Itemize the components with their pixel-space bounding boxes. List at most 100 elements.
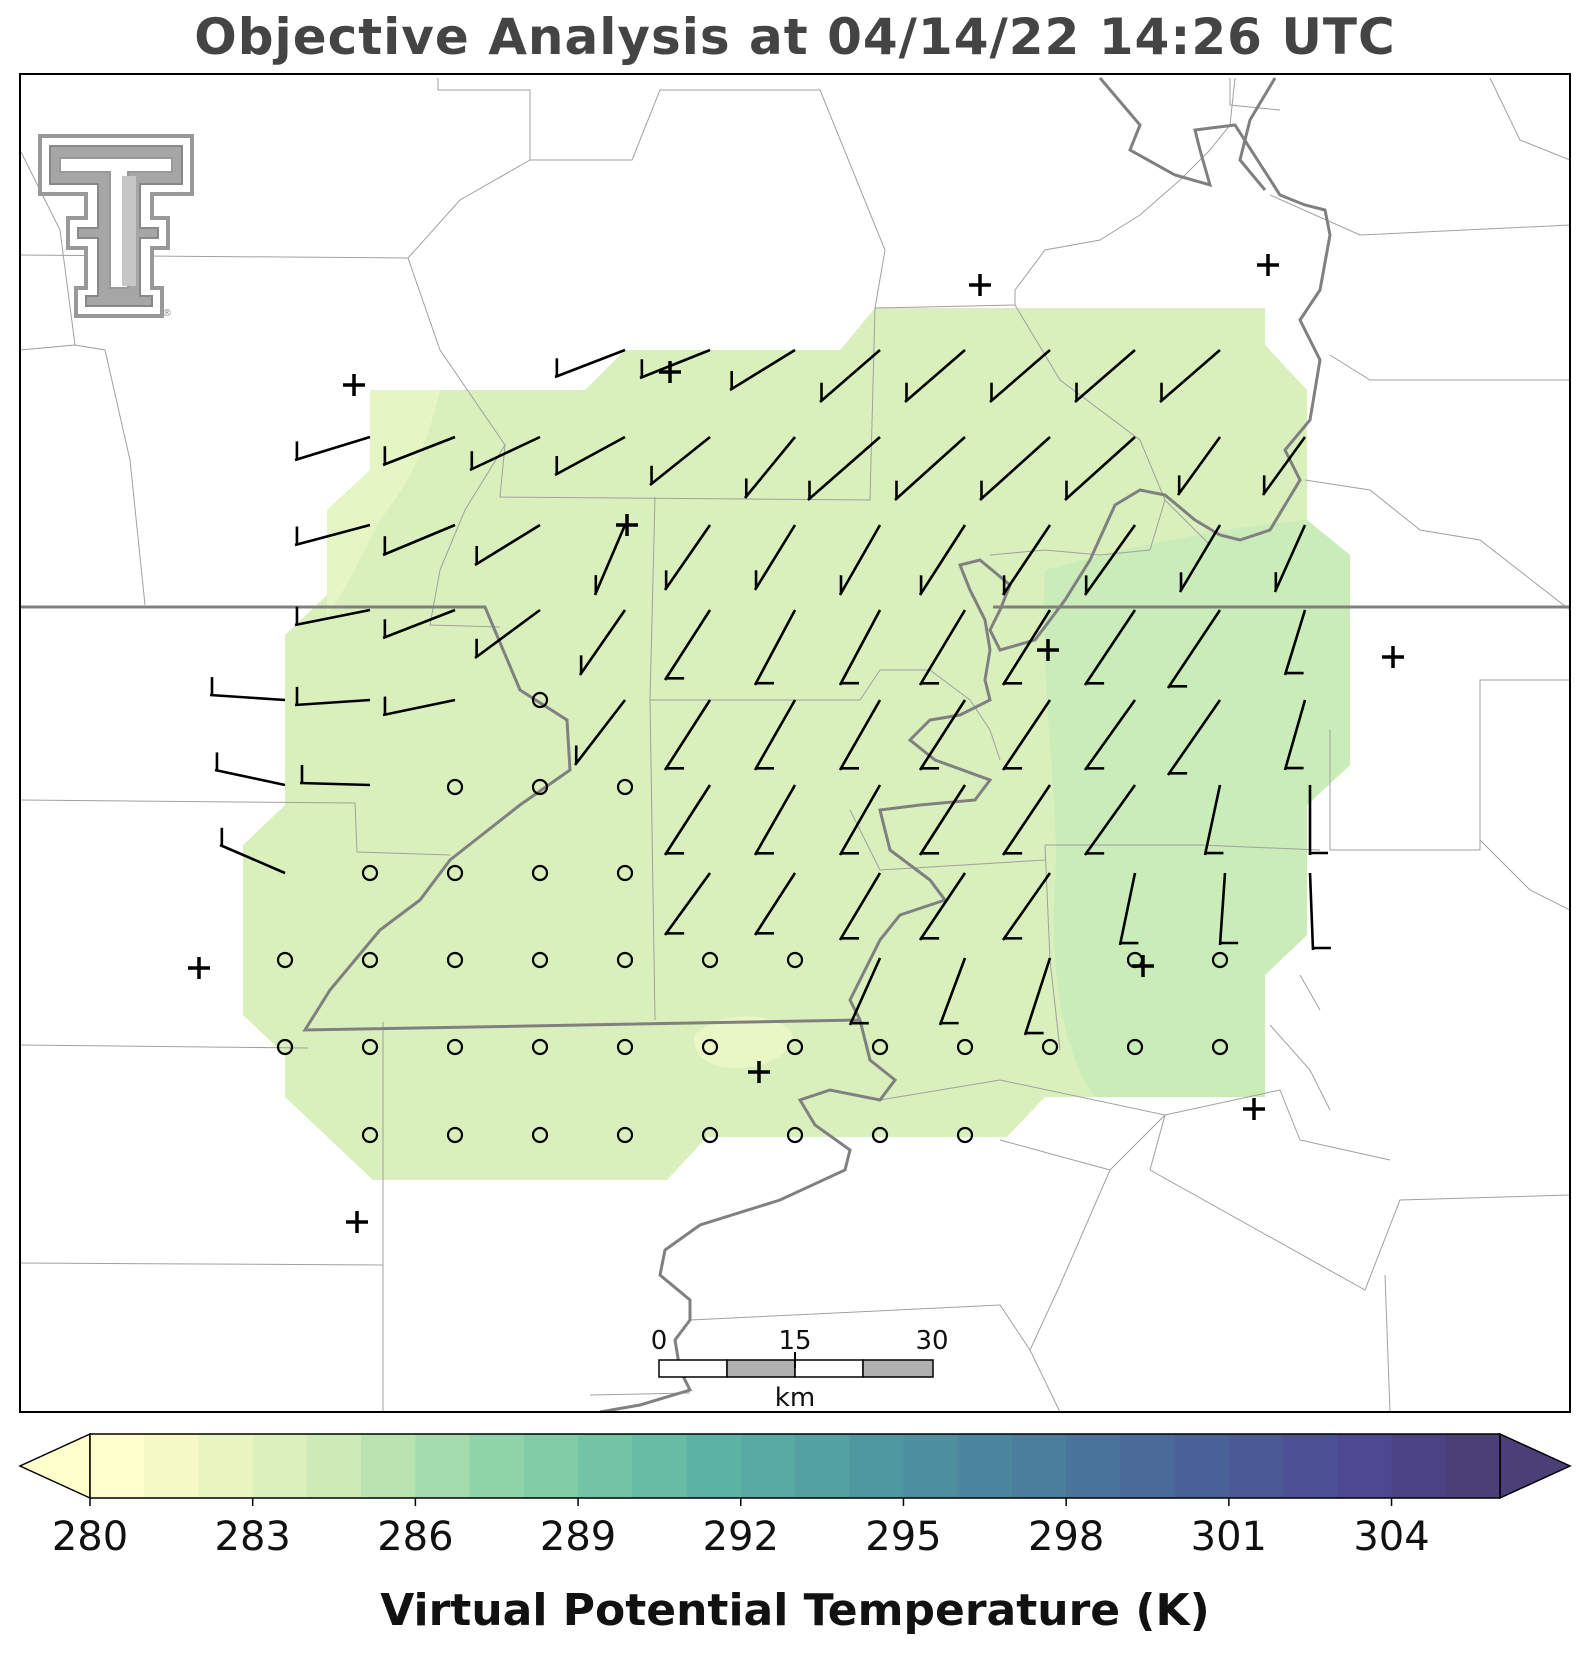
wind-barb [1178, 524, 1222, 593]
wind-barb [838, 524, 882, 596]
scale-unit: km [775, 1383, 815, 1413]
wind-barb [838, 872, 882, 941]
calm-wind-icon [616, 1126, 634, 1144]
colorbar-bin [1228, 1434, 1284, 1498]
wind-barb [1218, 872, 1239, 946]
calm-wind-icon [446, 864, 464, 882]
wind-barb [382, 608, 456, 640]
calm-wind-icon [616, 864, 634, 882]
wind-barb [573, 699, 627, 766]
colorbar-bin [1337, 1434, 1393, 1498]
page-title: Objective Analysis at 04/14/22 14:26 UTC [194, 8, 1396, 66]
colorbar-bin [523, 1434, 579, 1498]
wind-barb [938, 957, 967, 1026]
colorbar-bin [361, 1434, 416, 1498]
wind-barb [1083, 699, 1137, 771]
wind-barb [294, 523, 371, 547]
wind-barb [593, 524, 627, 596]
colorbar-bin [686, 1434, 742, 1498]
wind-barb [1261, 436, 1307, 496]
cool-patch-south [694, 1016, 793, 1069]
colorbar-title: Virtual Potential Temperature (K) [380, 1585, 1210, 1636]
wind-barb [294, 435, 371, 462]
wind-barb [918, 784, 967, 856]
observation-site-icon [969, 274, 991, 296]
wind-barb [1083, 609, 1137, 686]
colorbar-bin [849, 1434, 905, 1498]
wind-barb [989, 349, 1051, 403]
wind-barb [918, 699, 967, 771]
colorbar-bin [252, 1434, 308, 1498]
observation-site-icon [748, 1061, 770, 1083]
scale-label-15: 15 [778, 1326, 811, 1356]
wind-barb [219, 827, 286, 875]
calm-wind-icon [531, 778, 549, 796]
calm-wind-icon [276, 1038, 294, 1056]
calm-wind-icon [786, 951, 804, 969]
wind-barb [753, 784, 797, 856]
colorbar-tick-label: 298 [1028, 1514, 1104, 1560]
wind-barb [838, 784, 882, 856]
wind-barb [1001, 872, 1052, 941]
wind-barb [1001, 699, 1052, 771]
calm-wind-icon [616, 778, 634, 796]
wind-barb [1283, 609, 1307, 676]
calm-wind-icon [361, 1126, 379, 1144]
wind-barb [918, 872, 967, 941]
colorbar-bin [957, 1434, 1013, 1498]
colorbar-bin [795, 1434, 850, 1498]
wind-barb [294, 686, 371, 707]
colorbar-bin [903, 1434, 959, 1498]
wind-barb [918, 524, 967, 596]
wind-barb [1074, 349, 1136, 403]
wind-barb [649, 435, 711, 487]
wind-barb [474, 523, 541, 567]
observation-site-icon [1243, 1098, 1265, 1120]
wind-barb [729, 348, 796, 392]
calm-wind-icon [531, 951, 549, 969]
wind-barb [1001, 609, 1052, 686]
wind-barb [663, 872, 712, 936]
calm-wind-icon [1211, 1038, 1229, 1056]
wind-barb [848, 957, 882, 1026]
scale-label-30: 30 [915, 1326, 948, 1356]
calm-wind-icon [616, 951, 634, 969]
wind-barb [663, 524, 712, 591]
observation-site-icon [188, 957, 210, 979]
wind-barb [1083, 784, 1137, 856]
wind-barb [1064, 436, 1136, 501]
warm-patch [1044, 520, 1350, 1097]
colorbar-extend-low [18, 1432, 91, 1500]
colorbar-bin [578, 1434, 633, 1498]
calm-wind-icon [531, 1126, 549, 1144]
calm-wind-icon [871, 1038, 889, 1056]
colorbar: 280 283 286 289 292 295 298 301 304 [18, 1432, 1572, 1560]
wind-barb [904, 349, 966, 403]
wind-barb [663, 699, 712, 771]
wind-barb [838, 609, 882, 686]
map-panel [20, 77, 1570, 1412]
wind-barb [469, 435, 541, 472]
calm-wind-icon [701, 951, 719, 969]
calm-wind-icon [701, 1126, 719, 1144]
wind-barb [1273, 524, 1307, 593]
wind-barb [1083, 524, 1137, 596]
colorbar-bin [198, 1434, 254, 1498]
wind-barb [1023, 957, 1052, 1036]
colorbar-bin [1066, 1434, 1121, 1498]
calm-wind-icon [1211, 951, 1229, 969]
colorbar-tick-label: 301 [1191, 1514, 1267, 1560]
wind-barb [1166, 609, 1222, 689]
calm-wind-icon [871, 1126, 889, 1144]
colorbar-tick-label: 283 [215, 1514, 291, 1560]
wind-barb [807, 436, 881, 501]
wind-barb [1308, 785, 1328, 855]
wind-barb [639, 348, 711, 380]
calm-wind-icon [276, 951, 294, 969]
calm-wind-icon [531, 691, 549, 709]
calm-wind-icon [446, 1126, 464, 1144]
wind-barb [554, 348, 626, 379]
wind-barbs-layer [209, 348, 1331, 1036]
colorbar-bin [1391, 1434, 1447, 1498]
